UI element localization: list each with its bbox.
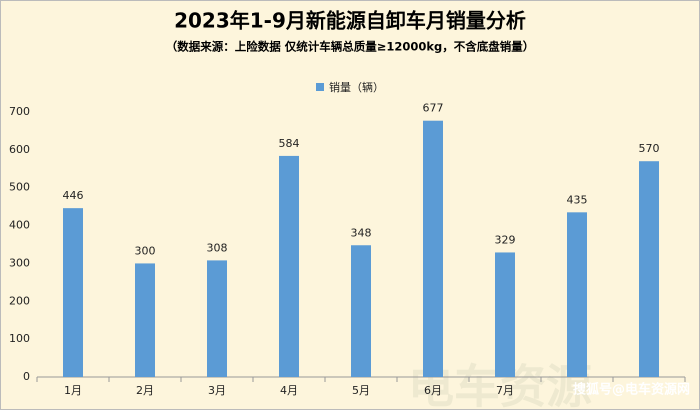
value-label: 570 — [639, 142, 660, 155]
x-tick-label: 4月 — [280, 384, 298, 397]
y-tick-label: 500 — [9, 181, 30, 194]
y-tick-label: 100 — [9, 332, 30, 345]
x-tick-label: 5月 — [352, 384, 370, 397]
bar — [63, 208, 83, 377]
watermark: 搜狐号@电车资源网 — [573, 382, 690, 398]
value-label: 348 — [351, 226, 372, 239]
legend-swatch — [316, 83, 324, 91]
y-tick-label: 200 — [9, 294, 30, 307]
value-label: 435 — [567, 193, 588, 206]
value-label: 677 — [423, 102, 444, 115]
legend-label: 销量（辆） — [329, 80, 384, 94]
bar — [423, 120, 443, 377]
bar — [639, 161, 659, 377]
x-tick-label: 3月 — [208, 384, 226, 397]
value-label: 329 — [495, 233, 516, 246]
x-tick-label: 2月 — [136, 384, 154, 397]
bar — [567, 212, 587, 377]
x-tick-label: 1月 — [64, 384, 82, 397]
chart-subtitle: （数据来源：上险数据 仅统计车辆总质量≥12000kg，不含底盘销量） — [166, 40, 535, 54]
value-label: 584 — [279, 137, 300, 150]
value-label: 300 — [135, 244, 156, 257]
y-tick-label: 0 — [23, 370, 30, 383]
bar — [207, 260, 227, 377]
y-tick-label: 400 — [9, 219, 30, 232]
x-tick-label: 7月 — [496, 384, 514, 397]
chart-title: 2023年1-9月新能源自卸车月销量分析 — [174, 9, 526, 33]
y-tick-label: 700 — [9, 105, 30, 118]
bar — [279, 155, 299, 377]
bar — [495, 252, 515, 377]
bar — [351, 245, 371, 377]
value-label: 308 — [207, 241, 228, 254]
y-tick-label: 600 — [9, 143, 30, 156]
bar — [135, 263, 155, 377]
y-tick-label: 300 — [9, 256, 30, 269]
value-label: 446 — [63, 189, 84, 202]
x-tick-label: 6月 — [424, 384, 442, 397]
